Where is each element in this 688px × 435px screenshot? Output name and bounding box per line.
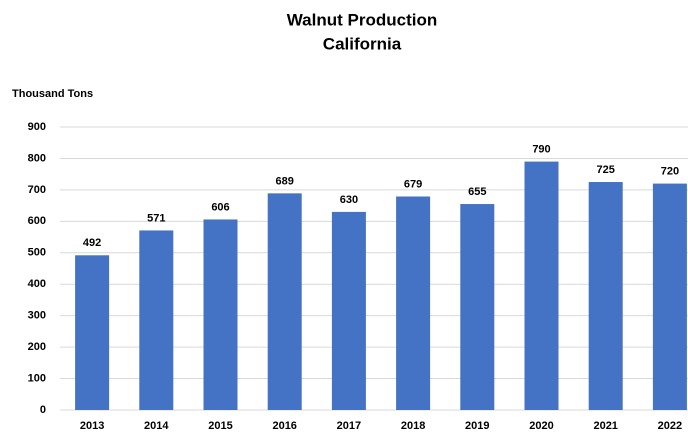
data-label: 790 xyxy=(532,143,550,155)
x-tick-label: 2021 xyxy=(593,420,617,432)
y-tick-label: 0 xyxy=(40,404,46,416)
y-axis-label: Thousand Tons xyxy=(12,88,93,100)
bar xyxy=(396,196,431,410)
y-tick-label: 600 xyxy=(28,215,46,227)
x-tick-label: 2015 xyxy=(208,420,232,432)
data-label: 725 xyxy=(597,164,615,176)
data-label: 720 xyxy=(661,166,679,178)
bar xyxy=(524,161,559,410)
data-label: 689 xyxy=(276,175,294,187)
y-tick-label: 200 xyxy=(28,341,46,353)
data-label: 492 xyxy=(83,237,101,249)
y-tick-label: 800 xyxy=(28,152,46,164)
x-tick-label: 2016 xyxy=(272,420,296,432)
data-label: 606 xyxy=(211,201,229,213)
data-label: 630 xyxy=(340,194,358,206)
y-tick-label: 700 xyxy=(28,184,46,196)
x-tick-label: 2014 xyxy=(144,420,169,432)
x-tick-label: 2013 xyxy=(80,420,104,432)
x-tick-label: 2018 xyxy=(401,420,425,432)
x-tick-label: 2017 xyxy=(337,420,361,432)
x-tick-label: 2020 xyxy=(529,420,553,432)
bar xyxy=(588,182,623,410)
data-label: 655 xyxy=(468,186,486,198)
bar xyxy=(267,193,302,410)
chart-subtitle: California xyxy=(323,34,402,53)
chart-title: Walnut Production xyxy=(287,10,437,29)
bar xyxy=(203,219,238,410)
data-label: 571 xyxy=(147,212,165,224)
bar xyxy=(460,204,495,410)
y-tick-label: 500 xyxy=(28,247,46,259)
x-tick-label: 2022 xyxy=(658,420,682,432)
y-tick-label: 400 xyxy=(28,278,46,290)
bar xyxy=(139,230,174,410)
y-tick-label: 100 xyxy=(28,372,46,384)
bar xyxy=(652,183,687,410)
data-label: 679 xyxy=(404,178,422,190)
y-tick-label: 900 xyxy=(28,121,46,133)
x-tick-label: 2019 xyxy=(465,420,489,432)
bar xyxy=(75,255,110,410)
bar xyxy=(331,211,366,410)
y-tick-label: 300 xyxy=(28,310,46,322)
